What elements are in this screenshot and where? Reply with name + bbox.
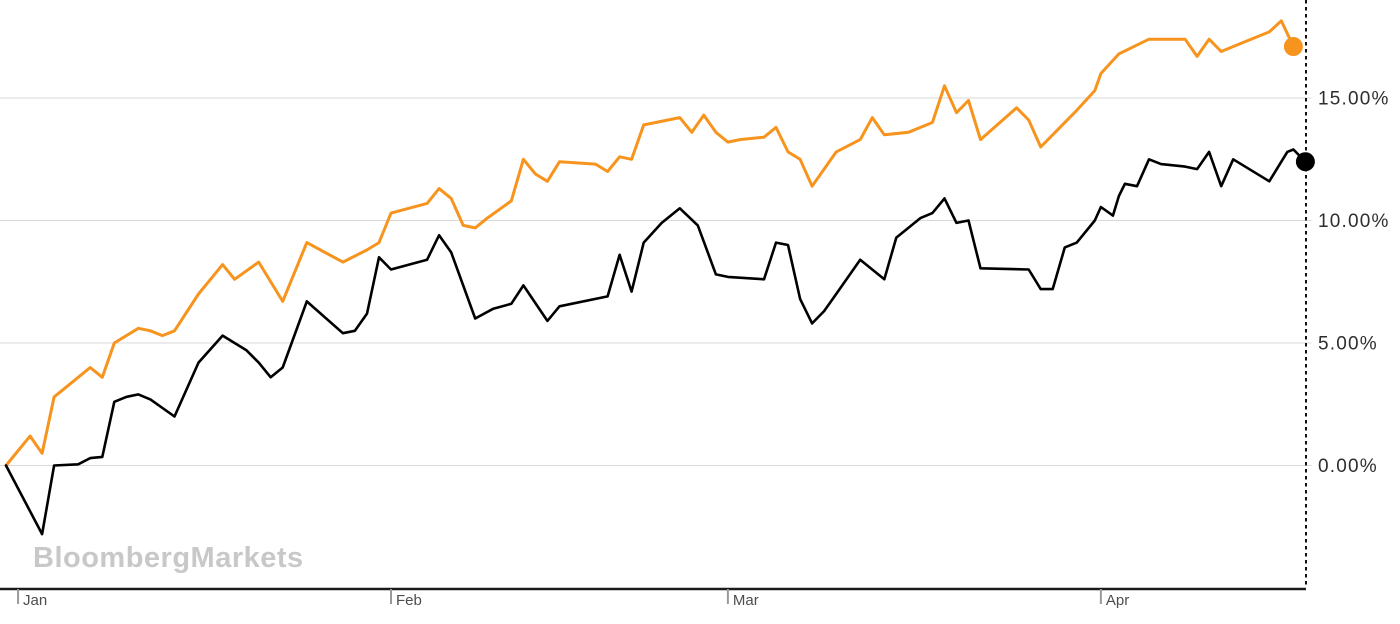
y-axis-label: 0.00% [1318, 456, 1378, 477]
x-axis-label: Apr [1106, 592, 1129, 609]
series-orange-line [4, 19, 1295, 467]
x-axis-label: Feb [396, 592, 422, 609]
y-axis-label: 10.00% [1318, 211, 1390, 232]
series-orange-endpoint-dot [1283, 37, 1303, 57]
x-axis-label: Jan [23, 592, 47, 609]
series-black-line [4, 148, 1307, 536]
watermark: BloombergMarkets [33, 542, 304, 574]
series-black-endpoint-dot [1295, 152, 1315, 172]
y-axis-label: 15.00% [1318, 89, 1390, 110]
x-axis-label: Mar [733, 592, 759, 609]
y-axis-label: 5.00% [1318, 334, 1378, 355]
